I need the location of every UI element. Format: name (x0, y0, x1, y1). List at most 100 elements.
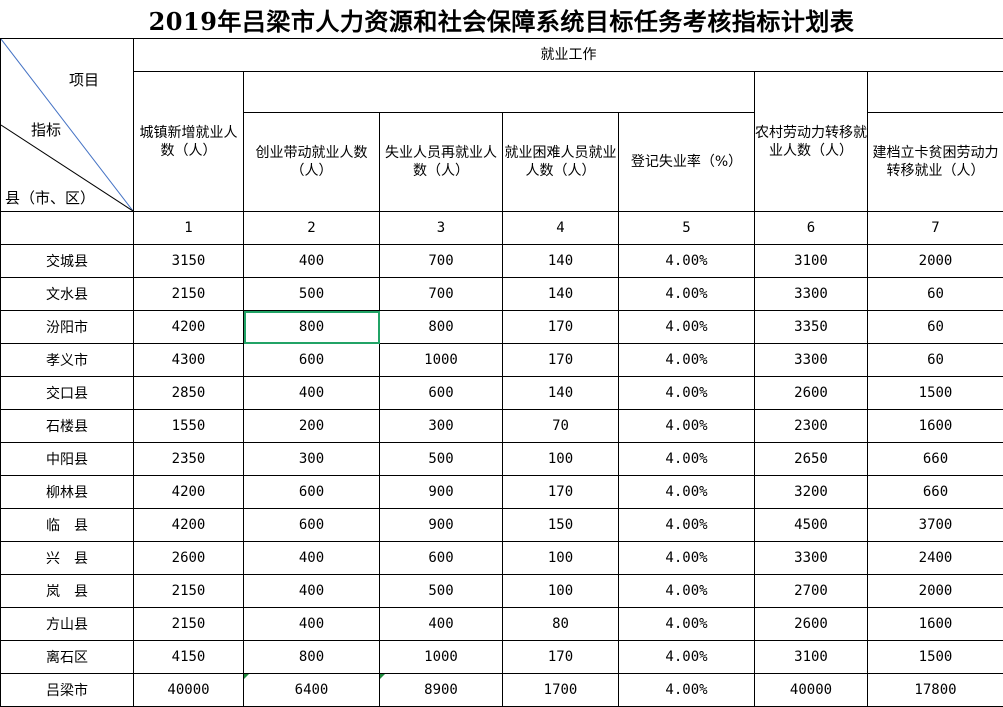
column-number-6[interactable]: 6 (755, 212, 868, 245)
column-number-blank[interactable] (1, 212, 134, 245)
value-cell-col-4[interactable]: 170 (503, 311, 619, 344)
value-cell-col-6[interactable]: 3300 (755, 344, 868, 377)
value-cell-col-6[interactable]: 3200 (755, 476, 868, 509)
value-cell-col-2[interactable]: 600 (244, 509, 380, 542)
county-cell[interactable]: 岚 县 (1, 575, 134, 608)
value-cell-col-7[interactable]: 17800 (868, 674, 1003, 707)
value-cell-col-6[interactable]: 2600 (755, 608, 868, 641)
value-cell-col-5[interactable]: 4.00% (619, 542, 755, 575)
value-cell-col-1[interactable]: 2350 (134, 443, 244, 476)
value-cell-col-4[interactable]: 1700 (503, 674, 619, 707)
value-cell-col-1[interactable]: 1550 (134, 410, 244, 443)
value-cell-col-7[interactable]: 660 (868, 476, 1003, 509)
county-cell[interactable]: 离石区 (1, 641, 134, 674)
value-cell-col-1[interactable]: 2150 (134, 575, 244, 608)
value-cell-col-6[interactable]: 3350 (755, 311, 868, 344)
value-cell-col-7[interactable]: 2000 (868, 245, 1003, 278)
value-cell-col-4[interactable]: 100 (503, 443, 619, 476)
value-cell-col-5[interactable]: 4.00% (619, 278, 755, 311)
county-cell[interactable]: 汾阳市 (1, 311, 134, 344)
value-cell-col-7[interactable]: 1600 (868, 410, 1003, 443)
county-cell[interactable]: 文水县 (1, 278, 134, 311)
value-cell-col-4[interactable]: 170 (503, 476, 619, 509)
county-cell[interactable]: 孝义市 (1, 344, 134, 377)
value-cell-col-6[interactable]: 40000 (755, 674, 868, 707)
value-cell-col-5[interactable]: 4.00% (619, 377, 755, 410)
col-header-5[interactable]: 登记失业率（%） (619, 113, 755, 212)
county-cell[interactable]: 柳林县 (1, 476, 134, 509)
value-cell-col-1[interactable]: 40000 (134, 674, 244, 707)
value-cell-col-5[interactable]: 4.00% (619, 410, 755, 443)
value-cell-col-6[interactable]: 4500 (755, 509, 868, 542)
value-cell-col-4[interactable]: 140 (503, 377, 619, 410)
column-number-2[interactable]: 2 (244, 212, 380, 245)
value-cell-col-2[interactable]: 400 (244, 377, 380, 410)
value-cell-col-2[interactable]: 500 (244, 278, 380, 311)
value-cell-col-7[interactable]: 60 (868, 344, 1003, 377)
value-cell-col-3[interactable]: 300 (380, 410, 503, 443)
column-number-3[interactable]: 3 (380, 212, 503, 245)
county-cell[interactable]: 石楼县 (1, 410, 134, 443)
value-cell-col-4[interactable]: 170 (503, 344, 619, 377)
value-cell-col-6[interactable]: 3300 (755, 278, 868, 311)
column-number-1[interactable]: 1 (134, 212, 244, 245)
county-cell[interactable]: 临 县 (1, 509, 134, 542)
value-cell-col-2[interactable]: 400 (244, 575, 380, 608)
value-cell-col-6[interactable]: 2700 (755, 575, 868, 608)
value-cell-col-7[interactable]: 660 (868, 443, 1003, 476)
col-header-2[interactable]: 创业带动就业人数（人） (244, 113, 380, 212)
value-cell-col-5[interactable]: 4.00% (619, 311, 755, 344)
value-cell-col-5[interactable]: 4.00% (619, 575, 755, 608)
value-cell-col-3[interactable]: 1000 (380, 344, 503, 377)
value-cell-col-6[interactable]: 3100 (755, 641, 868, 674)
value-cell-col-5[interactable]: 4.00% (619, 674, 755, 707)
value-cell-col-3[interactable]: 500 (380, 575, 503, 608)
value-cell-col-3[interactable]: 600 (380, 377, 503, 410)
value-cell-col-3[interactable]: 1000 (380, 641, 503, 674)
value-cell-col-5[interactable]: 4.00% (619, 641, 755, 674)
value-cell-col-7[interactable]: 1500 (868, 377, 1003, 410)
group-header-employment[interactable]: 就业工作 (134, 39, 1003, 72)
county-cell[interactable]: 吕梁市 (1, 674, 134, 707)
county-cell[interactable]: 交城县 (1, 245, 134, 278)
column-number-7[interactable]: 7 (868, 212, 1003, 245)
value-cell-col-1[interactable]: 4200 (134, 311, 244, 344)
value-cell-col-3[interactable]: 600 (380, 542, 503, 575)
value-cell-col-4[interactable]: 170 (503, 641, 619, 674)
value-cell-col-6[interactable]: 2600 (755, 377, 868, 410)
value-cell-col-7[interactable]: 2000 (868, 575, 1003, 608)
header-blank-cell-2[interactable] (868, 72, 1003, 113)
column-number-4[interactable]: 4 (503, 212, 619, 245)
value-cell-col-6[interactable]: 3300 (755, 542, 868, 575)
value-cell-col-1[interactable]: 3150 (134, 245, 244, 278)
value-cell-col-1[interactable]: 4150 (134, 641, 244, 674)
value-cell-col-2[interactable]: 600 (244, 476, 380, 509)
value-cell-col-4[interactable]: 100 (503, 575, 619, 608)
value-cell-col-1[interactable]: 2600 (134, 542, 244, 575)
value-cell-col-2[interactable]: 300 (244, 443, 380, 476)
value-cell-col-1[interactable]: 2150 (134, 608, 244, 641)
value-cell-col-1[interactable]: 4200 (134, 476, 244, 509)
value-cell-col-1[interactable]: 2150 (134, 278, 244, 311)
value-cell-col-2[interactable]: 400 (244, 542, 380, 575)
col-header-3[interactable]: 失业人员再就业人数（人） (380, 113, 503, 212)
value-cell-col-1[interactable]: 4200 (134, 509, 244, 542)
selected-cell[interactable]: 800 (244, 311, 380, 344)
value-cell-col-2[interactable]: 400 (244, 608, 380, 641)
value-cell-col-4[interactable]: 70 (503, 410, 619, 443)
value-cell-col-3[interactable]: 500 (380, 443, 503, 476)
value-cell-col-3[interactable]: 700 (380, 245, 503, 278)
value-cell-col-7[interactable]: 2400 (868, 542, 1003, 575)
value-cell-col-2[interactable]: 400 (244, 245, 380, 278)
column-number-5[interactable]: 5 (619, 212, 755, 245)
value-cell-col-7[interactable]: 1600 (868, 608, 1003, 641)
value-cell-col-3[interactable]: 700 (380, 278, 503, 311)
value-cell-col-4[interactable]: 150 (503, 509, 619, 542)
value-cell-col-4[interactable]: 100 (503, 542, 619, 575)
value-cell-col-5[interactable]: 4.00% (619, 344, 755, 377)
value-cell-col-4[interactable]: 140 (503, 278, 619, 311)
value-cell-col-5[interactable]: 4.00% (619, 245, 755, 278)
value-cell-col-2[interactable]: 800 (244, 641, 380, 674)
county-cell[interactable]: 交口县 (1, 377, 134, 410)
col-header-6[interactable]: 农村劳动力转移就业人数（人） (755, 72, 868, 212)
